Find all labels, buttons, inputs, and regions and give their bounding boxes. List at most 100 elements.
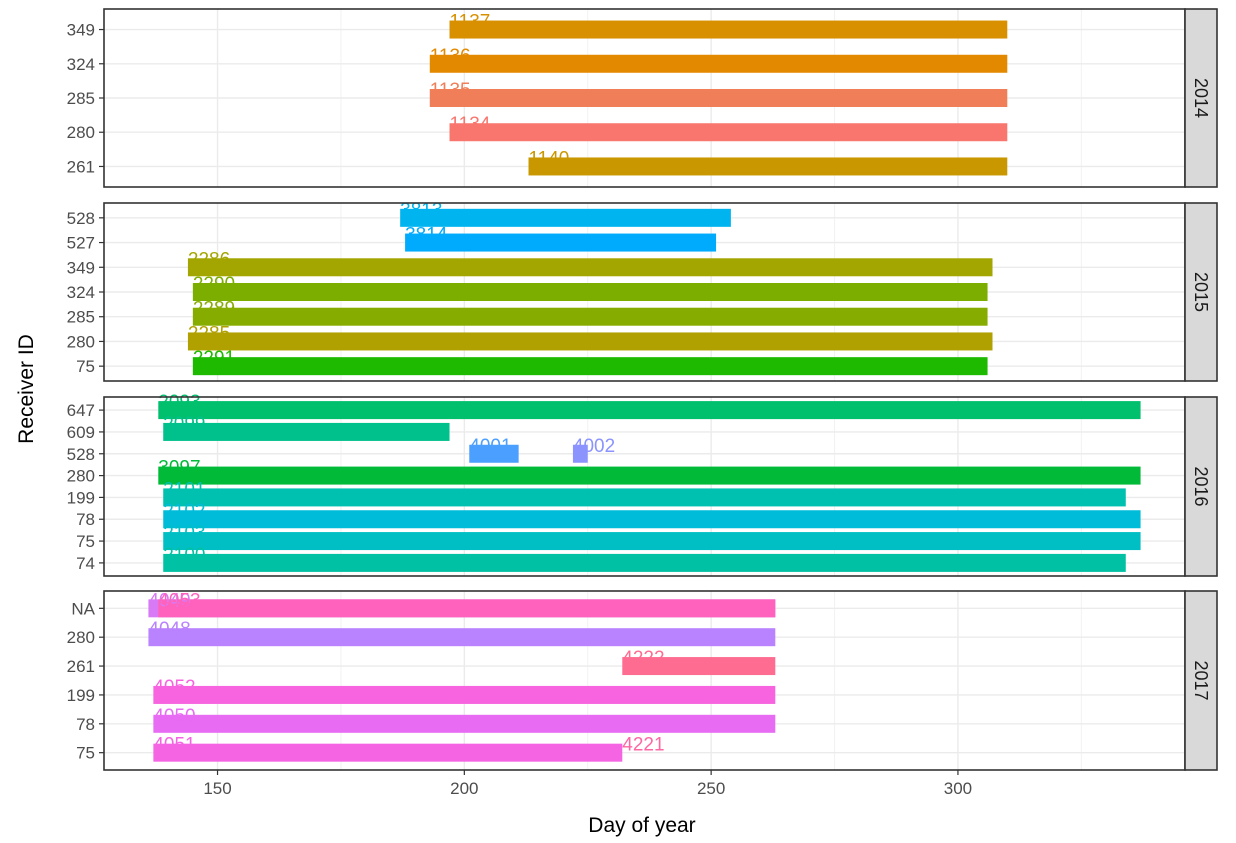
bar-label: 3097 xyxy=(158,458,200,479)
panel-2015: 75 280 285 324 349 527 528 3813 3814 2286 2290 2289… xyxy=(67,200,1218,382)
y-tick-label: 199 xyxy=(67,488,95,507)
bar xyxy=(148,628,776,647)
bar-label: 4052 xyxy=(153,677,195,698)
y-tick-label: 609 xyxy=(67,423,95,442)
y-tick-label: NA xyxy=(71,599,95,618)
y-tick-label: 285 xyxy=(67,89,95,108)
x-tick-label: 200 xyxy=(450,779,478,798)
y-tick-label: 528 xyxy=(67,445,95,464)
bar xyxy=(163,532,1141,551)
bar-label: 4053 xyxy=(158,590,200,611)
y-tick-label: 528 xyxy=(67,209,95,228)
strip-background xyxy=(1184,8,1218,188)
bar xyxy=(163,422,450,441)
bar xyxy=(528,157,1008,176)
bar-label: 2101 xyxy=(163,479,205,500)
bar-label: 3813 xyxy=(400,200,442,221)
bar-label: 2093 xyxy=(158,392,200,413)
y-tick-label: 280 xyxy=(67,628,95,647)
y-tick-label: 261 xyxy=(67,657,95,676)
y-tick-label: 349 xyxy=(67,258,95,277)
bar-label: 1135 xyxy=(430,80,471,101)
bar-label: 2290 xyxy=(193,274,235,295)
bar xyxy=(469,444,519,463)
panel-2014: 261 280 285 324 349 1137 1136 1135 1134 1140 2014 xyxy=(67,8,1218,188)
bar-label: 2291 xyxy=(193,348,235,369)
bar xyxy=(153,714,776,733)
strip-background xyxy=(1184,202,1218,382)
bar-label: 3814 xyxy=(405,225,448,246)
bar xyxy=(429,54,1008,73)
bar-label: 2100 xyxy=(163,545,205,566)
y-tick-label: 285 xyxy=(67,308,95,327)
y-tick-label: 75 xyxy=(76,357,95,376)
y-tick-label: 280 xyxy=(67,467,95,486)
bar xyxy=(163,510,1141,529)
x-tick-label: 150 xyxy=(203,779,231,798)
y-tick-label: 527 xyxy=(67,234,95,253)
bar-label: 2285 xyxy=(188,323,230,344)
x-tick-label: 250 xyxy=(697,779,725,798)
bar xyxy=(187,332,993,351)
bar xyxy=(163,488,1126,507)
strip-label: 2016 xyxy=(1191,466,1211,506)
bar-label: 2099 xyxy=(163,414,205,435)
bar-label: 4050 xyxy=(153,706,195,727)
y-tick-label: 349 xyxy=(67,21,95,40)
strip-label: 2017 xyxy=(1191,660,1211,700)
y-tick-label: 75 xyxy=(76,532,95,551)
bar-label: 4001 xyxy=(469,436,511,457)
bar-label: 1134 xyxy=(450,114,491,135)
bar xyxy=(192,283,988,301)
bar-label: 1136 xyxy=(430,46,471,67)
strip-label: 2014 xyxy=(1191,78,1211,118)
bar-label: 2102 xyxy=(163,501,205,522)
y-tick-label: 261 xyxy=(67,157,95,176)
bar-label: 2103 xyxy=(163,523,205,544)
bar xyxy=(187,258,993,277)
bar xyxy=(400,208,731,227)
bar xyxy=(449,20,1008,39)
strip-background xyxy=(1184,396,1218,577)
bar xyxy=(405,233,717,252)
bar xyxy=(153,685,776,704)
bar xyxy=(158,466,1141,485)
bar xyxy=(163,553,1126,572)
strip-label: 2015 xyxy=(1191,272,1211,312)
bar xyxy=(429,89,1008,107)
bar-label: 4051 xyxy=(153,735,195,756)
bar-label: 4222 xyxy=(622,648,664,669)
bar xyxy=(192,307,988,326)
bar-label: 2286 xyxy=(188,249,230,270)
bar xyxy=(572,444,588,463)
y-tick-label: 280 xyxy=(67,123,95,142)
x-axis: 150 200 250 300 xyxy=(203,770,972,798)
bar-label: 4049 xyxy=(148,590,190,611)
bar xyxy=(622,657,776,676)
bar xyxy=(158,401,1141,420)
y-tick-label: 324 xyxy=(67,283,95,302)
bar-label: 1140 xyxy=(529,148,570,169)
bar-label: 1137 xyxy=(450,12,491,33)
strip-background xyxy=(1184,590,1218,771)
panels-layer: 261 280 285 324 349 1137 1136 1135 1134 1140 2014 7… xyxy=(67,8,1218,771)
bar xyxy=(192,357,988,376)
x-axis-title: Day of year xyxy=(588,814,695,837)
y-tick-label: 74 xyxy=(76,554,95,573)
panel-background xyxy=(104,591,1185,770)
bar-label: 4221 xyxy=(622,735,664,756)
bar xyxy=(449,123,1008,142)
bar-label: 4002 xyxy=(573,436,615,457)
bar xyxy=(153,743,623,762)
bar-label: 2289 xyxy=(193,299,235,320)
y-tick-label: 199 xyxy=(67,686,95,705)
bar-label: 4048 xyxy=(148,619,190,640)
x-tick-label: 300 xyxy=(944,779,972,798)
y-axis-title: Receiver ID xyxy=(15,334,38,444)
y-tick-label: 647 xyxy=(67,401,95,420)
bar xyxy=(158,599,776,618)
y-tick-label: 75 xyxy=(76,744,95,763)
